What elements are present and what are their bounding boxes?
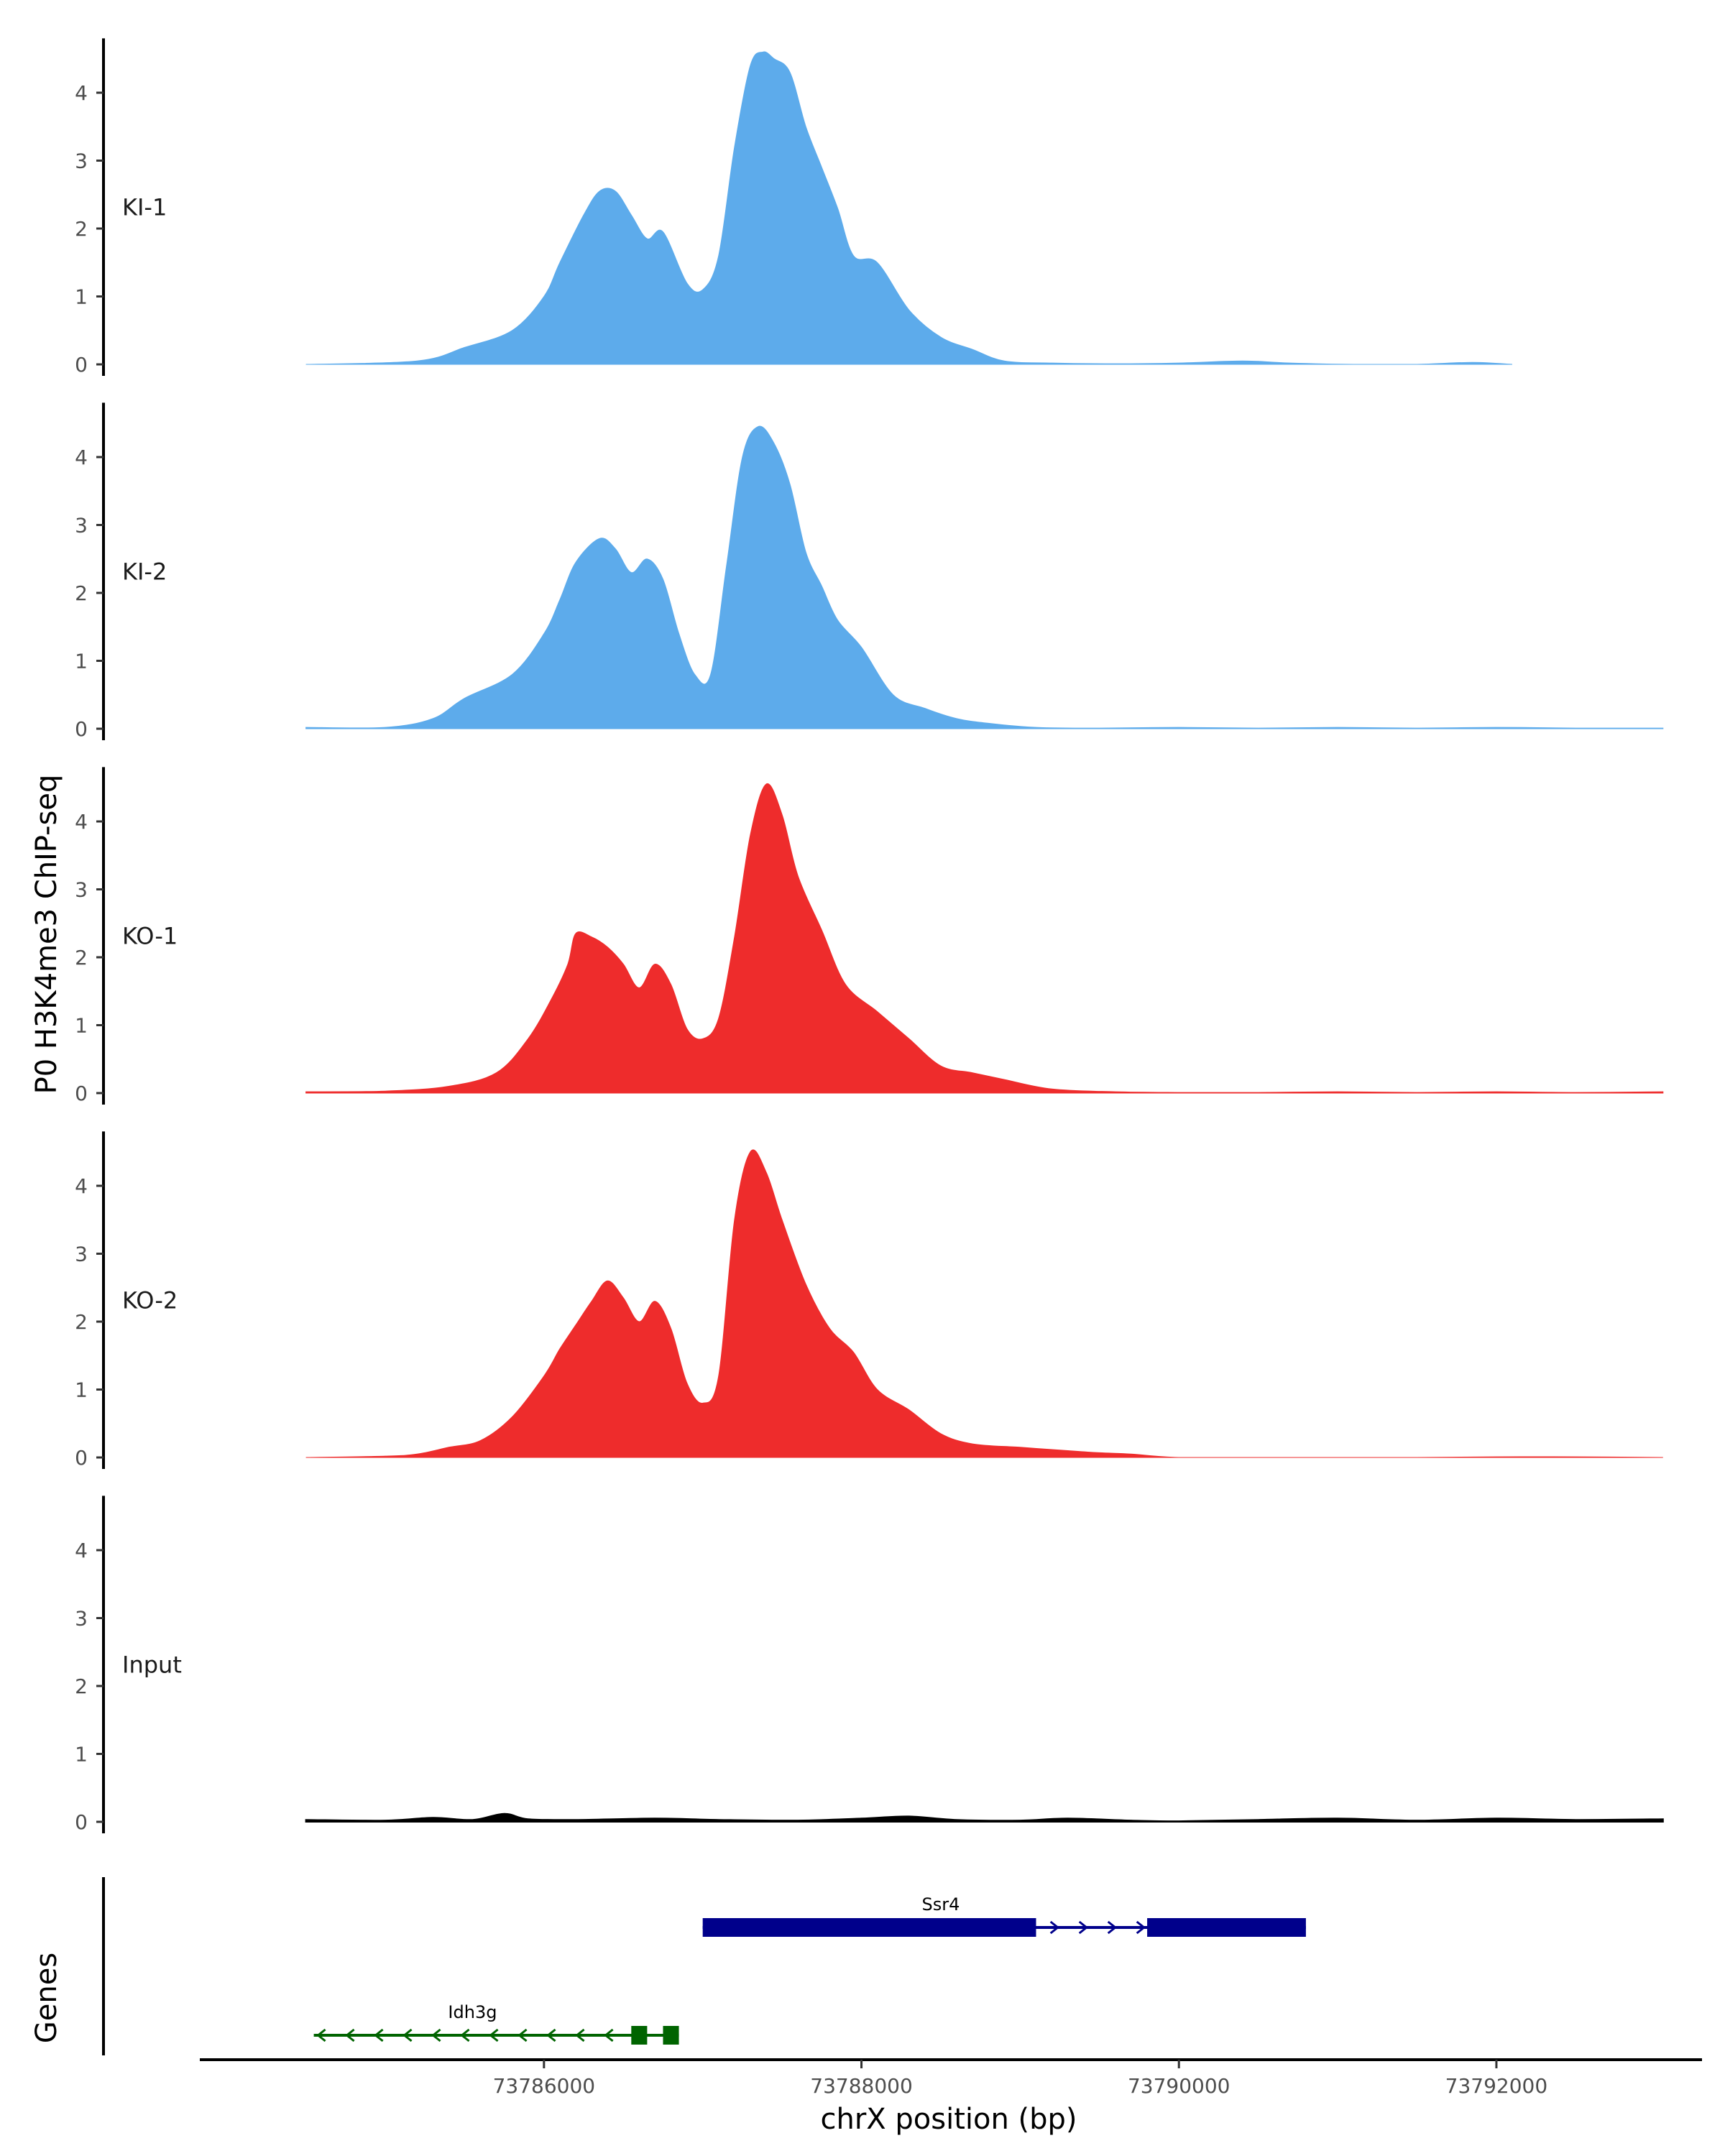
y-tick-label: 3: [75, 878, 88, 902]
track-label: KO-1: [122, 923, 178, 950]
strand-arrow: [431, 2028, 441, 2042]
y-tick-label: 3: [75, 1607, 88, 1631]
signal-area-ki-1: [305, 51, 1513, 365]
y-tick-label: 4: [75, 81, 88, 105]
y-tick-label: 0: [75, 353, 88, 377]
track-ki-1: 0 1 2 3 4 KI-1: [75, 38, 1513, 377]
gene-annotation-panel: Ssr4 Idh3g: [102, 1877, 1306, 2055]
gene-exon: [1147, 1918, 1306, 1937]
track-label: KI-1: [122, 194, 167, 221]
y-tick-label: 3: [75, 149, 88, 173]
gene-exon: [663, 2026, 679, 2045]
strand-arrow: [1078, 1920, 1089, 1935]
strand-arrow: [402, 2028, 413, 2042]
y-tick-label: 1: [75, 1378, 88, 1402]
y-tick-label: 0: [75, 1446, 88, 1470]
strand-arrow: [460, 2028, 470, 2042]
y-tick-label: 1: [75, 285, 88, 309]
track-label: Input: [122, 1651, 182, 1679]
track-label: KO-2: [122, 1287, 178, 1314]
gene-ssr4: Ssr4: [702, 1894, 1306, 1937]
strand-arrow: [374, 2028, 384, 2042]
strand-arrow: [575, 2028, 585, 2042]
strand-arrow: [604, 2028, 614, 2042]
y-tick-label: 2: [75, 946, 88, 969]
track-input: 0 1 2 3 4 Input: [75, 1496, 1664, 1834]
y-tick-label: 3: [75, 514, 88, 538]
x-tick-label: 73788000: [810, 2074, 913, 2098]
strand-arrow: [518, 2028, 528, 2042]
track-ko-2: 0 1 2 3 4 KO-2: [75, 1131, 1663, 1470]
x-tick-label: 73786000: [493, 2074, 596, 2098]
y-tick-label: 3: [75, 1243, 88, 1266]
strand-arrow: [316, 2028, 326, 2042]
y-tick-label: 2: [75, 1310, 88, 1334]
signal-area-input: [305, 1812, 1664, 1823]
y-tick-label: 2: [75, 1674, 88, 1698]
gene-exon: [702, 1918, 1036, 1937]
y-tick-label: 1: [75, 1743, 88, 1766]
signal-area-ko-2: [305, 1149, 1663, 1458]
y-tick-label: 4: [75, 810, 88, 834]
x-tick-label: 73790000: [1128, 2074, 1230, 2098]
y-tick-label: 2: [75, 581, 88, 605]
gene-label: Idh3g: [448, 2002, 497, 2022]
signal-area-ko-1: [305, 783, 1664, 1094]
gene-exon: [631, 2026, 648, 2045]
track-ko-1: 0 1 2 3 4 KO-1: [75, 767, 1664, 1105]
y-tick-label: 0: [75, 717, 88, 741]
track-label: KI-2: [122, 558, 167, 586]
y-tick-label: 2: [75, 217, 88, 241]
strand-arrow: [345, 2028, 355, 2042]
signal-area-ki-2: [305, 425, 1664, 729]
signal-tracks: 0 1 2 3 4 KI-1 0 1 2 3 4 KI-2 0 1 2 3 4 KO-1 0 1 2 3 4 KO-2 0 1 2 3…: [75, 38, 1664, 1834]
y-tick-label: 0: [75, 1810, 88, 1834]
x-tick-label: 73792000: [1445, 2074, 1548, 2098]
strand-arrow: [489, 2028, 499, 2042]
y-tick-label: 1: [75, 1014, 88, 1038]
y-tick-label: 1: [75, 650, 88, 673]
y-tick-label: 4: [75, 1539, 88, 1562]
x-axis: 73786000 73788000 73790000 73792000: [200, 2058, 1702, 2098]
genes-axis-title: Genes: [30, 1953, 63, 2043]
strand-arrow: [546, 2028, 556, 2042]
y-tick-label: 4: [75, 1174, 88, 1198]
gene-idh3g: Idh3g: [313, 2002, 679, 2045]
strand-arrow: [1049, 1920, 1060, 1935]
y-tick-label: 0: [75, 1082, 88, 1105]
x-axis-title: chrX position (bp): [820, 2103, 1077, 2136]
y-axis-title: P0 H3K4me3 ChIP-seq: [30, 775, 63, 1095]
gene-label: Ssr4: [922, 1894, 960, 1915]
strand-arrow: [1107, 1920, 1118, 1935]
y-tick-label: 4: [75, 446, 88, 469]
track-ki-2: 0 1 2 3 4 KI-2: [75, 402, 1664, 741]
strand-arrow: [1136, 1920, 1146, 1935]
